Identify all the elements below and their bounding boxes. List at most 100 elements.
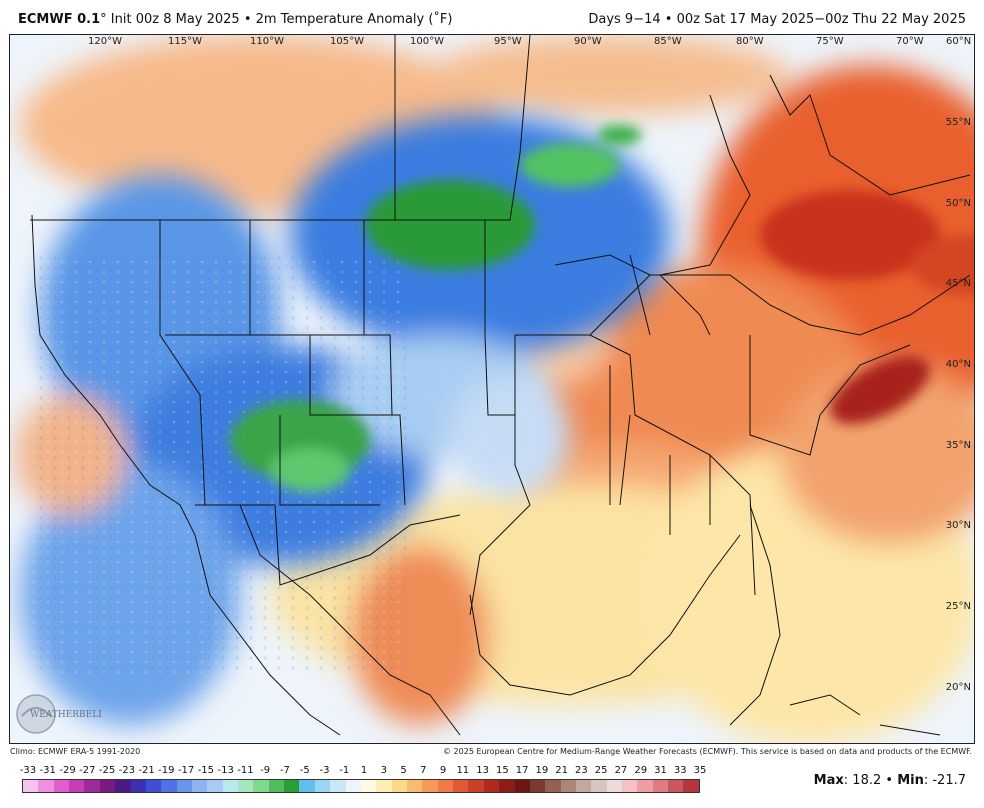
valid-range: Days 9−14 • 00z Sat 17 May 2025−00z Thu …: [588, 12, 966, 27]
lat-label: 50°N: [945, 198, 971, 209]
lat-label: 20°N: [945, 682, 971, 693]
legend-swatch: [453, 780, 469, 792]
min-label: Min: [897, 773, 924, 788]
lat-label: 30°N: [945, 520, 971, 531]
legend-tick: -5: [299, 765, 310, 776]
legend-tick: 31: [654, 765, 667, 776]
legend-tick: 5: [400, 765, 407, 776]
max-value: 18.2: [852, 773, 882, 788]
legend-swatch: [207, 780, 223, 792]
legend-swatch: [238, 780, 254, 792]
legend-tick: -1: [339, 765, 350, 776]
legend-tick: -13: [217, 765, 234, 776]
lon-label: 80°W: [736, 36, 764, 47]
legend-swatch: [345, 780, 361, 792]
legend-swatch: [560, 780, 576, 792]
degree-mark: °: [100, 12, 107, 27]
legend-swatch: [575, 780, 592, 792]
legend-tick: -17: [177, 765, 195, 776]
legend-swatch: [84, 780, 100, 792]
legend-tick: -25: [98, 765, 116, 776]
lon-label: 90°W: [574, 36, 602, 47]
min-value: -21.7: [932, 773, 966, 788]
legend-tick: -33: [19, 765, 37, 776]
lon-label: 85°W: [654, 36, 682, 47]
lon-label: 100°W: [410, 36, 444, 47]
lat-label: 40°N: [945, 359, 971, 370]
legend-swatch: [176, 780, 192, 792]
legend-swatch: [376, 780, 392, 792]
title-separator: •: [243, 12, 252, 27]
legend-swatch: [391, 780, 407, 792]
legend-swatch: [130, 780, 146, 792]
legend-color-bar: [22, 779, 700, 793]
legend-tick: 21: [555, 765, 569, 776]
legend-tick-labels: -33 -31 -29 -27 -25 -23 -21 -19 -17 -15 -13 -11 -9 -7…: [16, 765, 707, 777]
legend-swatch: [468, 780, 484, 792]
legend-swatch: [483, 780, 500, 792]
legend-swatch: [591, 780, 607, 792]
legend-swatch: [314, 780, 331, 792]
legend-tick: -29: [59, 765, 76, 776]
legend-tick: 9: [439, 765, 447, 776]
legend-tick: -31: [39, 765, 56, 776]
legend-swatch: [514, 780, 530, 792]
lat-label-top: 60°N: [946, 36, 972, 47]
legend-swatch: [683, 780, 699, 792]
map-header: ECMWF 0.1° Init 00z 8 May 2025 • 2m Temp…: [0, 0, 984, 34]
legend-tick: 15: [495, 765, 509, 776]
legend-tick: 33: [673, 765, 687, 776]
lon-label: 110°W: [250, 36, 284, 47]
legend-tick: -3: [319, 765, 330, 776]
legend-swatch: [53, 780, 70, 792]
lon-label: 70°W: [896, 36, 924, 47]
legend-swatch: [545, 780, 561, 792]
legend-swatch: [637, 780, 653, 792]
legend-swatch: [161, 780, 177, 792]
legend-swatch: [222, 780, 239, 792]
lon-label: 115°W: [168, 36, 202, 47]
legend-tick: -11: [237, 765, 254, 776]
legend-swatch: [330, 780, 346, 792]
legend-tick: 7: [420, 765, 427, 776]
lat-label: 35°N: [945, 440, 971, 451]
init-time: Init 00z 8 May 2025: [110, 12, 240, 27]
legend-tick: 35: [693, 765, 707, 776]
legend-swatch: [99, 780, 116, 792]
logo-text: WEATHERBELL: [30, 710, 102, 720]
legend-tick: -21: [138, 765, 155, 776]
legend-tick: 27: [614, 765, 628, 776]
legend-tick: 17: [515, 765, 529, 776]
model-name: ECMWF 0.1: [18, 12, 101, 27]
weatherbell-logo: WEATHERBELL: [16, 694, 102, 734]
legend-swatch: [145, 780, 162, 792]
legend-tick: 3: [380, 765, 387, 776]
legend-tick: 19: [535, 765, 549, 776]
legend-swatch: [284, 780, 300, 792]
legend-tick: 25: [594, 765, 608, 776]
boundary-lines: [30, 35, 971, 736]
legend-swatch: [668, 780, 684, 792]
legend-tick: -27: [79, 765, 96, 776]
lon-label: 120°W: [88, 36, 122, 47]
map-title: ECMWF 0.1° Init 00z 8 May 2025 • 2m Temp…: [18, 12, 452, 27]
max-label: Max: [813, 773, 844, 788]
legend-swatch: [437, 780, 454, 792]
legend-swatch: [23, 780, 39, 792]
legend-swatch: [406, 780, 423, 792]
legend-swatch: [529, 780, 546, 792]
climo-note: Climo: ECMWF ERA-5 1991-2020: [10, 747, 141, 756]
legend-tick: 23: [575, 765, 588, 776]
green-core-layer: [230, 125, 642, 492]
legend-tick: -19: [158, 765, 175, 776]
legend-swatch: [253, 780, 269, 792]
anomaly-map: 120°W 115°W 110°W 105°W 100°W 95°W 90°W …: [9, 34, 975, 744]
legend-swatch: [360, 780, 377, 792]
legend-swatch: [299, 780, 315, 792]
legend-tick: 1: [360, 765, 368, 776]
variable-name: 2m Temperature Anomaly (˚F): [255, 12, 453, 27]
legend-swatch: [622, 780, 638, 792]
lon-label: 105°W: [330, 36, 364, 47]
legend-tick: -9: [260, 765, 271, 776]
legend-swatch: [115, 780, 131, 792]
